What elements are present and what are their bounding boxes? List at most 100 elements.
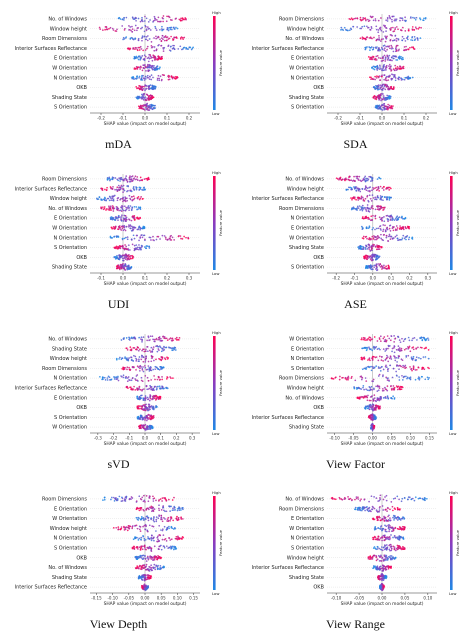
shap-point bbox=[156, 387, 158, 390]
shap-point bbox=[383, 216, 385, 218]
shap-point bbox=[405, 49, 408, 51]
shap-point bbox=[124, 209, 127, 212]
shap-point bbox=[376, 340, 379, 342]
shap-point bbox=[402, 376, 405, 379]
shap-point bbox=[400, 67, 403, 70]
shap-point bbox=[355, 189, 358, 192]
feature-label: S Orientation bbox=[54, 546, 87, 552]
feature-points bbox=[100, 205, 142, 212]
shap-point bbox=[400, 388, 403, 391]
shap-point bbox=[158, 385, 161, 388]
shap-point bbox=[153, 46, 156, 48]
shap-point bbox=[130, 388, 132, 391]
shap-point bbox=[127, 205, 130, 207]
shap-point bbox=[125, 254, 128, 257]
shap-point bbox=[373, 346, 376, 349]
shap-point bbox=[358, 245, 361, 248]
shap-point bbox=[364, 38, 367, 41]
shap-point bbox=[354, 196, 356, 199]
shap-point bbox=[112, 526, 115, 529]
shap-point bbox=[136, 346, 139, 349]
shap-point bbox=[120, 500, 123, 503]
shap-point bbox=[139, 246, 141, 249]
shap-point bbox=[421, 366, 424, 369]
shap-point bbox=[419, 37, 422, 40]
shap-point bbox=[152, 525, 155, 528]
shap-point bbox=[379, 397, 382, 400]
shap-point bbox=[146, 57, 149, 60]
shap-point bbox=[390, 77, 393, 80]
shap-point bbox=[126, 199, 129, 202]
shap-point bbox=[144, 238, 146, 241]
shap-point bbox=[160, 509, 163, 511]
shap-point bbox=[142, 225, 145, 228]
shap-point bbox=[163, 545, 165, 548]
shap-point bbox=[158, 507, 160, 510]
shap-point bbox=[154, 385, 156, 388]
shap-point bbox=[368, 408, 371, 411]
shap-point bbox=[404, 225, 407, 228]
shap-point bbox=[161, 529, 164, 532]
shap-point bbox=[380, 92, 383, 95]
shap-point bbox=[361, 237, 364, 239]
shap-point bbox=[375, 186, 378, 189]
shap-point bbox=[149, 236, 152, 239]
feature-label: N Orientation bbox=[53, 376, 87, 382]
shap-point bbox=[139, 85, 142, 88]
shap-point bbox=[137, 196, 140, 198]
shap-point bbox=[149, 394, 151, 396]
x-tick-label: 0.1 bbox=[142, 276, 149, 281]
shap-point bbox=[389, 29, 392, 31]
shap-point bbox=[125, 36, 128, 38]
shap-point bbox=[140, 366, 143, 368]
shap-point bbox=[163, 525, 166, 528]
shap-point bbox=[127, 359, 130, 362]
shap-point bbox=[370, 426, 373, 428]
shap-point bbox=[105, 26, 108, 28]
shap-point bbox=[171, 19, 173, 21]
x-tick-label: 0.2 bbox=[406, 276, 413, 281]
shap-point bbox=[386, 84, 388, 86]
feature-label: E Orientation bbox=[54, 506, 87, 512]
shap-point bbox=[375, 189, 378, 192]
shap-point bbox=[371, 194, 374, 197]
shap-point bbox=[168, 537, 170, 539]
shap-point bbox=[374, 87, 377, 90]
shap-point bbox=[375, 265, 378, 268]
shap-point bbox=[356, 177, 358, 180]
shap-point bbox=[142, 96, 145, 98]
shap-point bbox=[166, 526, 169, 529]
shap-point bbox=[410, 357, 413, 360]
shap-point bbox=[388, 67, 391, 70]
shap-point bbox=[140, 536, 143, 539]
shap-point bbox=[388, 337, 391, 340]
shap-point bbox=[117, 184, 120, 187]
shap-point bbox=[393, 226, 395, 228]
shap-point bbox=[389, 355, 392, 358]
shap-point bbox=[120, 220, 123, 222]
shap-point bbox=[389, 66, 392, 68]
shap-point bbox=[418, 26, 421, 29]
shap-point bbox=[387, 186, 389, 189]
shap-point bbox=[135, 360, 138, 362]
shap-point bbox=[116, 207, 118, 210]
shap-point bbox=[404, 30, 407, 32]
shap-point bbox=[361, 206, 364, 209]
shap-point bbox=[126, 526, 129, 529]
shap-point bbox=[161, 520, 164, 523]
colorbar-label: Feature value bbox=[218, 49, 223, 76]
feature-label: Window height bbox=[50, 26, 87, 32]
shap-point bbox=[393, 74, 396, 77]
shap-point bbox=[166, 356, 168, 359]
shap-point bbox=[381, 389, 384, 392]
shap-point bbox=[152, 510, 155, 513]
shap-point bbox=[166, 28, 168, 31]
shap-point bbox=[169, 237, 171, 239]
shap-point bbox=[123, 255, 126, 257]
shap-point bbox=[150, 505, 153, 508]
shap-point bbox=[136, 417, 139, 420]
shap-point bbox=[109, 209, 111, 211]
shap-point bbox=[411, 369, 413, 372]
shap-point bbox=[363, 347, 365, 349]
